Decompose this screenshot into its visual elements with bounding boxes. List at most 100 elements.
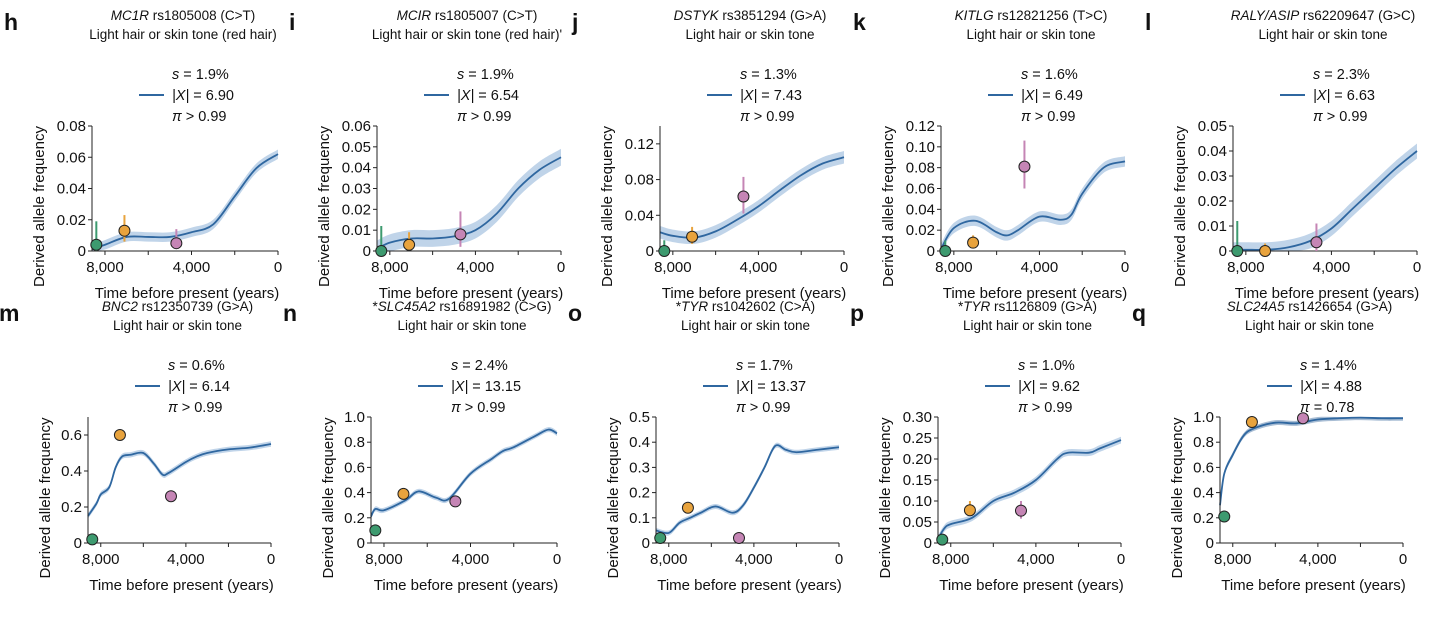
trajectory-line	[1233, 150, 1418, 251]
stat-value: = 1.9%	[464, 67, 514, 83]
stat-x: |X| = 13.15	[451, 379, 521, 395]
stat-symbol: |X|	[168, 379, 185, 395]
y-tick-label: 0.2	[1193, 510, 1214, 527]
y-tick-label: 0.02	[57, 212, 86, 229]
stat-symbol: s	[1021, 67, 1028, 83]
confidence-band	[941, 156, 1125, 251]
x-tick-label: 4,000	[735, 551, 773, 568]
x-axis-label: Time before present (years)	[95, 285, 280, 302]
panel-letter: o	[568, 300, 582, 326]
y-tick-label: 0.4	[61, 463, 82, 480]
y-tick-label: 0.12	[625, 136, 654, 153]
stat-s: s = 1.6%	[1021, 67, 1078, 83]
stat-pi: π > 0.99	[1313, 109, 1367, 125]
panel-title: *SLC45A2 rs16891982 (C>G)	[373, 299, 552, 314]
data-point-farmer	[118, 224, 131, 237]
y-tick-label: 0.3	[629, 459, 650, 476]
y-tick-label: 0.2	[629, 485, 650, 502]
x-axis-label: Time before present (years)	[662, 285, 847, 302]
x-tick-label: 0	[274, 259, 282, 276]
panel-title: *TYR rs1126809 (G>A)	[958, 299, 1097, 314]
panel-subtitle: Light hair or skin tone (red hair)'	[372, 27, 562, 42]
y-tick-label: 0.20	[903, 451, 932, 468]
data-point-farmer	[967, 236, 980, 249]
data-point-ancient_hg	[86, 533, 99, 546]
y-tick-label: 0.12	[906, 118, 935, 135]
stat-value: > 0.99	[1323, 109, 1368, 125]
x-axis-label: Time before present (years)	[374, 577, 559, 594]
y-tick-label: 1.0	[344, 409, 365, 426]
stat-value: > 0.99	[746, 400, 791, 416]
stat-x: |X| = 6.63	[1313, 88, 1375, 104]
stat-value: > 0.99	[178, 400, 223, 416]
stat-x: |X| = 6.54	[457, 88, 519, 104]
data-point-ancient_hg	[1231, 245, 1244, 257]
stat-pi: π = 0.78	[1300, 400, 1354, 416]
confidence-band	[656, 442, 839, 536]
trajectory-line	[655, 444, 840, 535]
trajectory-line	[659, 156, 845, 239]
stat-value: > 0.99	[182, 109, 227, 125]
stat-s: s = 2.4%	[451, 358, 508, 374]
stat-symbol: s	[740, 67, 747, 83]
x-axis-label: Time before present (years)	[379, 285, 564, 302]
data-point-farmer	[681, 501, 694, 514]
trajectory-line	[87, 443, 272, 517]
stat-value: > 0.99	[467, 109, 512, 125]
confidence-band	[938, 436, 1121, 543]
panel-i: i MCIR rs1805007 (C>T) Light hair or skin …	[289, 8, 565, 302]
data-point-ancient_hg	[658, 245, 671, 257]
stat-pi: π > 0.99	[168, 400, 222, 416]
y-tick-label: 0.05	[342, 139, 371, 156]
stat-value: = 2.3%	[1320, 67, 1370, 83]
stat-value: = 7.43	[757, 88, 802, 104]
gene-name: KITLG	[955, 8, 994, 23]
panel-letter: l	[1145, 9, 1151, 35]
y-tick-label: 0.06	[906, 181, 935, 198]
gene-name: MC1R	[111, 8, 150, 23]
stat-value: = 6.90	[189, 88, 234, 104]
gene-name: SLC24A5	[1227, 299, 1285, 314]
panel-p: p *TYR rs1126809 (G>A) Light hair or skin …	[850, 299, 1125, 594]
stat-value: = 6.63	[1330, 88, 1375, 104]
stat-symbol: |X|	[740, 88, 757, 104]
stat-value: = 1.0%	[1025, 358, 1075, 374]
x-axis-label: Time before present (years)	[89, 577, 274, 594]
stat-s: s = 1.4%	[1300, 358, 1357, 374]
panel-o: o *TYR rs1042602 (C>A) Light hair or skin …	[568, 299, 843, 594]
y-tick-label: 0.1	[629, 510, 650, 527]
y-tick-label: 0.2	[344, 510, 365, 527]
stat-value: > 0.99	[461, 400, 506, 416]
snp-id: rs1805008 (C>T)	[149, 8, 255, 23]
panel-letter: j	[571, 9, 578, 35]
y-axis-label: Derived allele frequency	[880, 126, 897, 287]
stat-x: |X| = 6.14	[168, 379, 230, 395]
y-axis-label: Derived allele frequency	[31, 126, 48, 287]
stat-symbol: s	[1313, 67, 1320, 83]
gene-name: DSTYK	[674, 8, 720, 23]
stat-s: s = 1.9%	[457, 67, 514, 83]
data-point-steppe	[1018, 160, 1031, 173]
x-axis-label: Time before present (years)	[1235, 285, 1420, 302]
panel-h: h MC1R rs1805008 (C>T) Light hair or skin …	[4, 8, 282, 302]
trajectory-line	[370, 428, 558, 517]
stat-value: = 1.9%	[179, 67, 229, 83]
title-prefix: *	[373, 299, 379, 314]
data-point-steppe	[170, 237, 183, 250]
stat-symbol: |X|	[172, 88, 189, 104]
y-tick-label: 0.6	[1193, 459, 1214, 476]
y-tick-label: 1.0	[1193, 409, 1214, 426]
y-tick-label: 0.05	[1198, 118, 1227, 135]
snp-id: rs16891982 (C>G)	[436, 299, 552, 314]
title-prefix: *	[958, 299, 964, 314]
panel-subtitle: Light hair or skin tone	[113, 318, 242, 333]
stat-symbol: s	[1300, 358, 1307, 374]
panel-j: j DSTYK rs3851294 (G>A) Light hair or skin…	[571, 8, 848, 302]
stat-symbol: |X|	[1313, 88, 1330, 104]
panel-letter: k	[853, 9, 866, 35]
stat-x: |X| = 4.88	[1300, 379, 1362, 395]
x-tick-label: 0	[1121, 259, 1129, 276]
data-point-steppe	[449, 495, 462, 508]
y-tick-label: 0	[924, 535, 932, 552]
